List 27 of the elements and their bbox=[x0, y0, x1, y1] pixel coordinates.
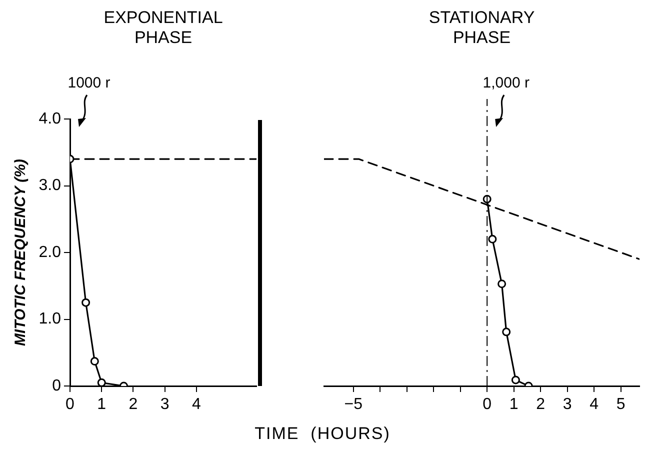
x-tick-label: 2 bbox=[536, 396, 546, 414]
x-axis-title: TIME (HOURS) bbox=[254, 424, 392, 444]
x-tick-label: 0 bbox=[66, 396, 75, 414]
point bbox=[498, 280, 506, 288]
y-tick-label: 4.0 bbox=[38, 110, 62, 128]
y-axis-title: MITOTIC FREQUENCY (%) bbox=[12, 159, 30, 346]
text: 1000 r bbox=[68, 74, 110, 92]
chart-title: STATIONARY PHASE bbox=[428, 8, 535, 48]
x-tick-label: 1 bbox=[509, 396, 518, 414]
x-tick-label: 0 bbox=[482, 396, 492, 414]
point bbox=[502, 328, 511, 336]
y-tick-label: 1.0 bbox=[38, 310, 62, 328]
y-tick-label: 0 bbox=[52, 377, 62, 394]
x-tick-label: 5 bbox=[616, 396, 626, 414]
x-tick-label: 2 bbox=[128, 396, 138, 414]
x-tick-label: −5 bbox=[344, 396, 363, 414]
x-tick-label: 3 bbox=[160, 396, 170, 414]
x-tick-label: 3 bbox=[562, 396, 572, 414]
x-tick-label: 4 bbox=[192, 396, 201, 414]
point bbox=[488, 234, 497, 244]
x-tick-label: 1 bbox=[97, 396, 106, 414]
y-tick-label: 3.0 bbox=[38, 177, 62, 194]
chart-title: EXPONENTIAL PHASE bbox=[104, 8, 223, 48]
y-tick-label: 2.0 bbox=[38, 244, 62, 261]
text: 1,000 r bbox=[482, 74, 530, 92]
point bbox=[511, 376, 520, 384]
x-tick-label: 4 bbox=[590, 396, 599, 414]
